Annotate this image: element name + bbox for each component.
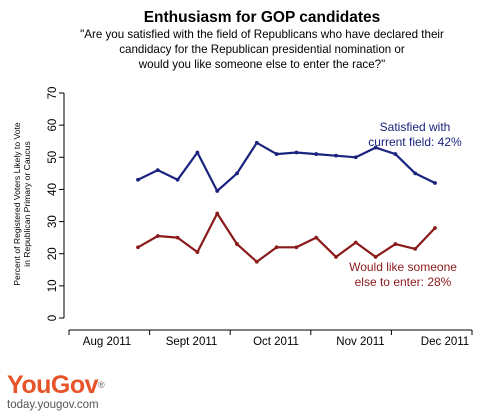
series-1-point-13	[393, 242, 398, 246]
series-0-point-9	[314, 152, 319, 156]
series-0-point-8	[294, 150, 299, 155]
series-1-point-5	[235, 242, 239, 246]
y-tick-label-30: 30	[47, 215, 59, 228]
series-0-point-3	[195, 150, 200, 155]
series-1-point-15	[433, 226, 437, 230]
chart-subtitle-line-3: would you like someone else to enter the…	[138, 58, 385, 71]
series-1-line	[137, 212, 436, 263]
y-tick-label-40: 40	[47, 183, 59, 196]
chart-subtitle-line-2: candidacy for the Republican presidentia…	[119, 43, 405, 56]
x-tick-label-3: Nov 2011	[336, 336, 384, 348]
series-0-point-11	[353, 155, 358, 160]
series-0-line	[137, 141, 436, 193]
y-tick-label-50: 50	[47, 151, 59, 164]
annotation-0-line-0: Satisfied with	[380, 120, 451, 134]
series-0-point-6	[254, 140, 259, 145]
y-tick-label-70: 70	[47, 87, 59, 100]
series-0-point-4	[215, 189, 220, 193]
series-0-point-5	[235, 171, 239, 176]
yougov-url: today.yougov.com	[7, 399, 99, 411]
series-1-point-1	[155, 234, 160, 238]
series-1-point-14	[413, 246, 418, 251]
chart: Enthusiasm for GOP candidates "Are you s…	[12, 9, 473, 348]
yougov-logo: YouGov®	[7, 371, 105, 399]
y-tick-label-60: 60	[47, 119, 59, 132]
series-1-point-9	[314, 235, 319, 240]
annotation-0-line-1: current field: 42%	[368, 135, 462, 149]
annotation-1-line-1: else to enter: 28%	[355, 275, 452, 289]
series-0-point-10	[334, 153, 338, 158]
chart-title: Enthusiasm for GOP candidates	[144, 9, 381, 26]
series-0-point-13	[393, 152, 398, 156]
x-tick-label-1: Sept 2011	[166, 336, 218, 348]
series-0-point-12	[373, 145, 378, 150]
series-1-point-11	[353, 240, 358, 245]
series-1-point-3	[195, 250, 200, 255]
series-0-point-7	[274, 152, 279, 156]
series-0-point-2	[175, 177, 180, 182]
x-tick-label-0: Aug 2011	[83, 336, 131, 348]
y-axis-label-line-2: in Republican Primary or Caucus	[22, 141, 32, 267]
series-1-point-7	[274, 245, 279, 250]
annotation-1-line-0: Would like someone	[349, 260, 457, 274]
x-tick-label-4: Dec 2011	[421, 336, 469, 348]
series-0-point-1	[155, 168, 160, 173]
yougov-brand: YouGov® today.yougov.com	[7, 371, 105, 412]
y-tick-label-20: 20	[47, 247, 59, 260]
y-axis-label-line-1: Percent of Registered Voters Likely to V…	[12, 122, 22, 286]
series-1-point-0	[136, 245, 140, 250]
series-0-point-0	[136, 177, 140, 182]
x-tick-label-2: Oct 2011	[253, 336, 299, 348]
series-1-point-6	[254, 259, 259, 264]
series-1-point-2	[175, 235, 180, 240]
y-tick-label-0: 0	[47, 315, 59, 321]
series-1-point-4	[215, 211, 220, 216]
series-0-point-14	[413, 171, 418, 176]
series-1-point-12	[373, 255, 378, 259]
y-tick-label-10: 10	[47, 279, 59, 292]
plot-area: 0 10 20 30 40 50 60 70 Aug 2011 Sept 2011 Oct 2011…	[47, 87, 473, 348]
series-1-point-8	[294, 245, 299, 250]
series-1-point-10	[334, 255, 338, 259]
chart-subtitle-line-1: "Are you satisfied with the field of Rep…	[80, 28, 444, 41]
series-0-point-15	[433, 181, 437, 185]
